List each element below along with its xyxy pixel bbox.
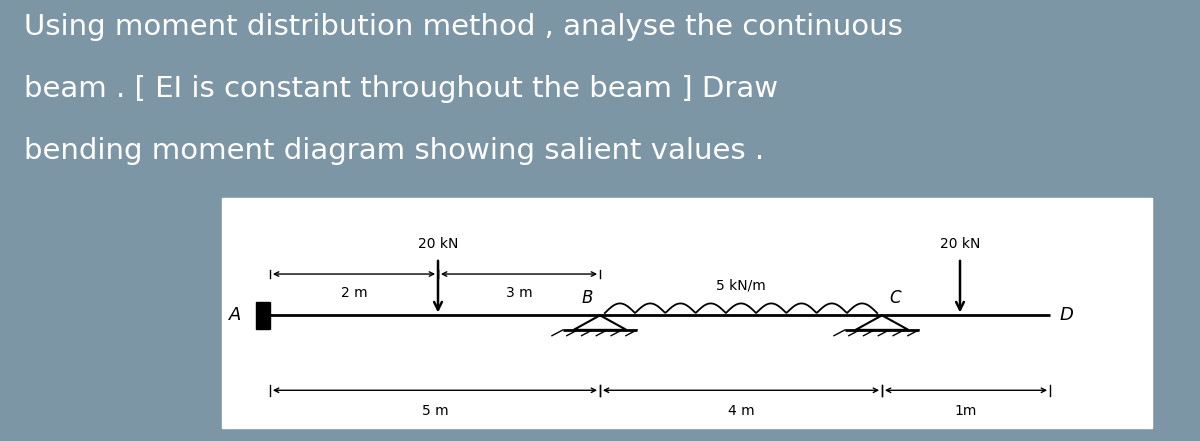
Text: B: B: [582, 289, 593, 307]
Text: 20 kN: 20 kN: [418, 237, 458, 251]
Text: 2 m: 2 m: [341, 286, 367, 300]
Text: 3 m: 3 m: [505, 286, 533, 300]
Text: C: C: [889, 289, 901, 307]
Text: bending moment diagram showing salient values .: bending moment diagram showing salient v…: [24, 137, 764, 164]
Text: 4 m: 4 m: [727, 404, 755, 418]
Text: 1m: 1m: [955, 404, 977, 418]
Text: 20 kN: 20 kN: [940, 237, 980, 251]
Text: 5 kN/m: 5 kN/m: [716, 278, 766, 292]
Text: beam . [ EI is constant throughout the beam ] Draw: beam . [ EI is constant throughout the b…: [24, 75, 778, 103]
Bar: [222, 198, 1152, 428]
Text: Using moment distribution method , analyse the continuous: Using moment distribution method , analy…: [24, 13, 902, 41]
Text: D: D: [1060, 306, 1074, 324]
Text: 5 m: 5 m: [421, 404, 449, 418]
Text: A: A: [229, 306, 241, 324]
Bar: [256, 302, 270, 329]
